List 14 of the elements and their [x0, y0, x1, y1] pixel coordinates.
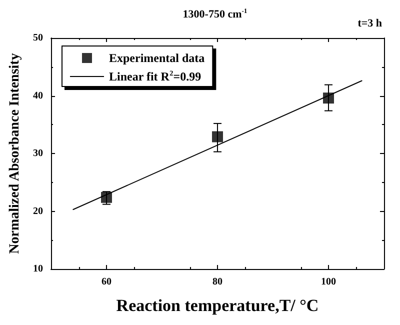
x-axis-title: Reaction temperature,T/ °C [116, 296, 319, 315]
x-tick-label: 100 [321, 276, 336, 288]
point [323, 92, 334, 104]
y-tick-label: 30 [33, 148, 43, 159]
text: t=3 h [358, 18, 382, 30]
x-tick-label: 80 [212, 276, 222, 288]
y-tick-label: 50 [33, 32, 43, 44]
y-tick-label: 40 [33, 90, 43, 102]
y-tick-label: 20 [33, 206, 43, 217]
y-axis-title: Normalized Absorbance Intensity [8, 53, 23, 254]
legend-label: Experimental data [109, 51, 205, 65]
x-tick-label: 60 [102, 276, 112, 288]
y-tick-label: 10 [33, 264, 43, 274]
point [212, 131, 223, 142]
